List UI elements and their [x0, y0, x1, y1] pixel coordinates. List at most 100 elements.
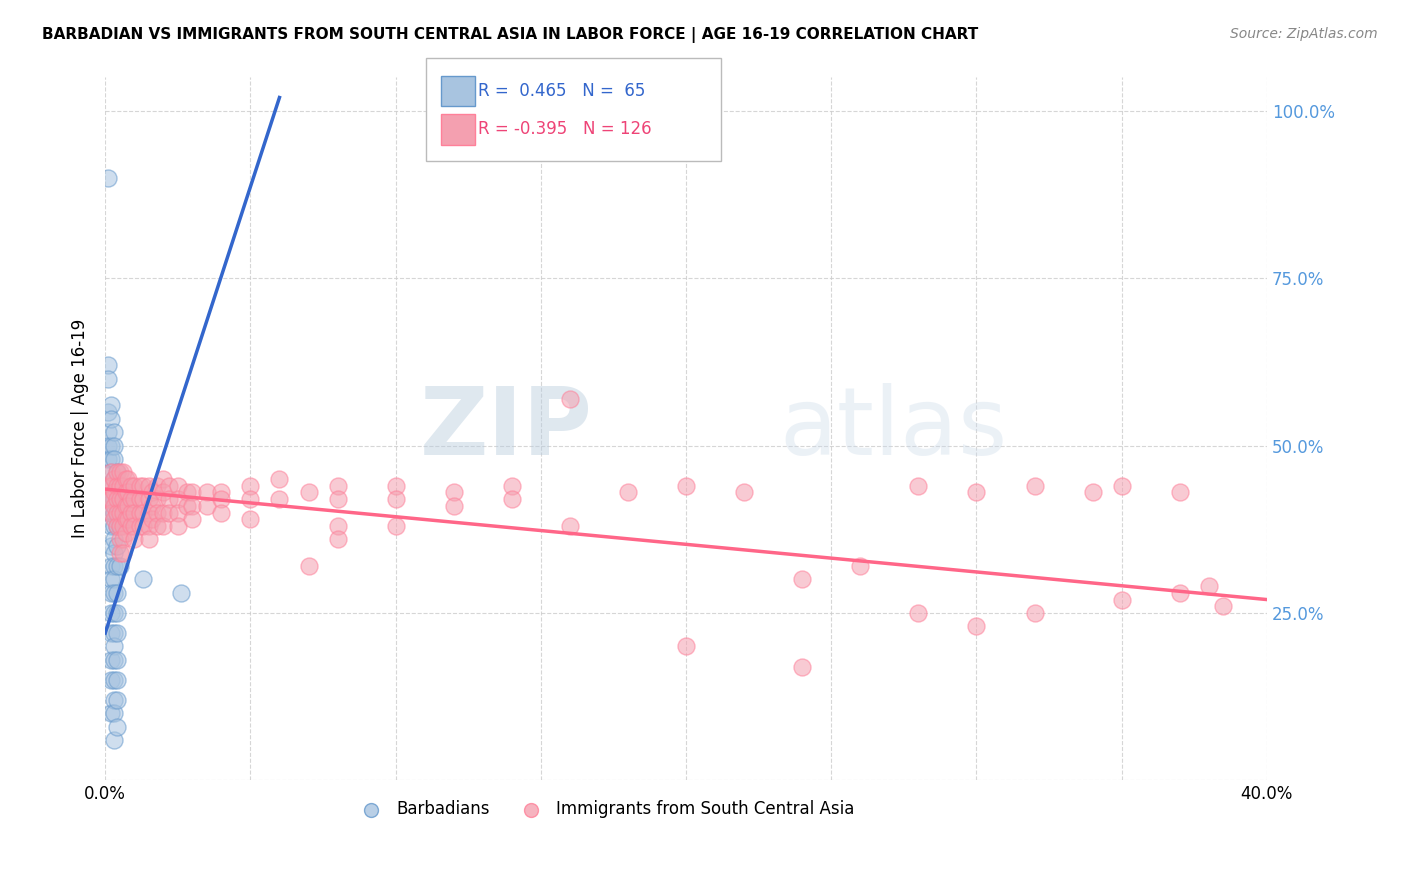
- Point: [120, 479, 142, 493]
- Point: [105, 519, 128, 533]
- Point: [100, 452, 122, 467]
- Point: [195, 499, 218, 513]
- Point: [105, 466, 128, 480]
- Point: [129, 492, 152, 507]
- Point: [105, 492, 128, 507]
- Point: [100, 439, 122, 453]
- Point: [111, 479, 134, 493]
- Point: [103, 733, 125, 747]
- Point: [181, 512, 204, 526]
- Point: [97, 439, 120, 453]
- Point: [138, 492, 160, 507]
- Point: [152, 472, 174, 486]
- Point: [100, 586, 122, 600]
- Point: [111, 492, 134, 507]
- Point: [239, 512, 262, 526]
- Point: [129, 519, 152, 533]
- Point: [157, 506, 180, 520]
- Point: [105, 506, 128, 520]
- Point: [166, 479, 188, 493]
- Point: [558, 519, 581, 533]
- Point: [105, 485, 128, 500]
- Point: [108, 492, 131, 507]
- Text: BARBADIAN VS IMMIGRANTS FROM SOUTH CENTRAL ASIA IN LABOR FORCE | AGE 16-19 CORRE: BARBADIAN VS IMMIGRANTS FROM SOUTH CENTR…: [42, 27, 979, 43]
- Point: [103, 606, 125, 620]
- Point: [966, 619, 988, 633]
- Point: [129, 506, 152, 520]
- Point: [105, 539, 128, 553]
- Point: [108, 479, 131, 493]
- Point: [100, 706, 122, 721]
- Point: [326, 492, 349, 507]
- Point: [100, 412, 122, 426]
- Point: [114, 499, 136, 513]
- Point: [105, 606, 128, 620]
- Point: [141, 485, 163, 500]
- Point: [132, 573, 155, 587]
- Point: [100, 573, 122, 587]
- Point: [105, 479, 128, 493]
- Point: [675, 640, 697, 654]
- Point: [501, 479, 523, 493]
- Point: [100, 479, 122, 493]
- Point: [1024, 479, 1046, 493]
- Point: [105, 506, 128, 520]
- Point: [103, 425, 125, 440]
- Point: [120, 506, 142, 520]
- Point: [100, 606, 122, 620]
- Point: [103, 485, 125, 500]
- Point: [1168, 485, 1191, 500]
- Point: [97, 492, 120, 507]
- Point: [733, 485, 755, 500]
- Point: [108, 492, 131, 507]
- Point: [384, 519, 406, 533]
- Point: [103, 512, 125, 526]
- Point: [146, 492, 169, 507]
- Point: [103, 472, 125, 486]
- Point: [209, 485, 232, 500]
- Point: [1111, 479, 1133, 493]
- Point: [146, 506, 169, 520]
- Point: [122, 479, 145, 493]
- Point: [443, 485, 465, 500]
- Point: [103, 653, 125, 667]
- Point: [108, 559, 131, 574]
- Point: [100, 492, 122, 507]
- Point: [103, 626, 125, 640]
- Point: [326, 533, 349, 547]
- Point: [132, 492, 155, 507]
- Point: [907, 479, 929, 493]
- Point: [100, 479, 122, 493]
- Point: [103, 573, 125, 587]
- Text: Source: ZipAtlas.com: Source: ZipAtlas.com: [1230, 27, 1378, 41]
- Point: [103, 506, 125, 520]
- Point: [170, 586, 193, 600]
- Point: [501, 492, 523, 507]
- Point: [103, 492, 125, 507]
- Point: [138, 533, 160, 547]
- Point: [117, 512, 139, 526]
- Point: [103, 452, 125, 467]
- Point: [907, 606, 929, 620]
- Point: [100, 506, 122, 520]
- Point: [157, 479, 180, 493]
- Point: [108, 546, 131, 560]
- Point: [105, 653, 128, 667]
- Point: [269, 472, 291, 486]
- Point: [181, 499, 204, 513]
- Point: [122, 519, 145, 533]
- Point: [100, 653, 122, 667]
- Point: [105, 673, 128, 687]
- Point: [100, 399, 122, 413]
- Point: [103, 533, 125, 547]
- Point: [1168, 586, 1191, 600]
- Point: [146, 519, 169, 533]
- Point: [558, 392, 581, 406]
- Point: [792, 659, 814, 673]
- Point: [141, 499, 163, 513]
- Point: [443, 499, 465, 513]
- Point: [617, 485, 640, 500]
- Point: [132, 479, 155, 493]
- Point: [209, 506, 232, 520]
- Point: [132, 506, 155, 520]
